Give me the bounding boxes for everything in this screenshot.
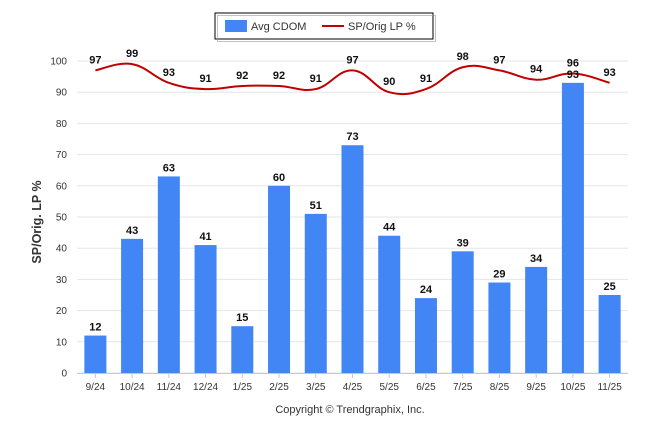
x-tick-label: 8/25: [490, 382, 510, 393]
y-tick-label: 20: [56, 306, 68, 317]
bar: [378, 235, 401, 373]
bar: [231, 326, 254, 373]
bar-value-label: 24: [420, 284, 433, 296]
bar-series: [84, 82, 621, 373]
bar-value-label: 15: [236, 312, 248, 324]
y-tick-label: 100: [50, 57, 67, 68]
legend-swatch-bar: [225, 20, 247, 32]
legend: Avg CDOM SP/Orig LP %: [214, 12, 436, 42]
axes: 0 10 20 30 40 50 60 70 80 90 100 9/24 10/24 11/24 12/2…: [50, 57, 628, 393]
bar: [451, 251, 474, 373]
bar: [414, 298, 437, 373]
y-tick-label: 40: [56, 244, 68, 255]
x-tick-label: 11/25: [597, 382, 622, 393]
line-value-label: 90: [383, 76, 395, 88]
y-tick-label: 0: [61, 369, 67, 380]
bar-value-label: 29: [493, 269, 505, 281]
line-series: [95, 62, 610, 96]
bar-value-label: 12: [89, 322, 101, 334]
line-value-label: 98: [457, 51, 469, 63]
line-value-label: 91: [420, 73, 432, 85]
x-tick-label: 10/24: [120, 382, 145, 393]
bar-value-label: 25: [604, 281, 616, 293]
line-value-label: 93: [604, 67, 616, 79]
legend-label-bar: Avg CDOM: [251, 21, 306, 33]
legend-shadow: [217, 15, 436, 42]
x-tick-label: 1/25: [233, 382, 253, 393]
x-tick-label: 6/25: [416, 382, 436, 393]
x-tick-label: 9/24: [86, 382, 106, 393]
y-tick-label: 50: [56, 213, 68, 224]
bar-value-label: 60: [273, 172, 285, 184]
bar-value-label: 44: [383, 222, 396, 234]
line-value-label: 94: [530, 64, 543, 76]
bar: [157, 176, 180, 373]
line-value-label: 99: [126, 48, 138, 60]
y-tick-label: 80: [56, 119, 68, 130]
x-tick-label: 11/24: [157, 382, 182, 393]
y-tick-label: 10: [56, 337, 68, 348]
data-labels: 12 43 63 41 15 60 51 73 44 24 39 29 34 93 25 97 99 93 91 92…: [89, 48, 616, 333]
line-value-label: 92: [236, 70, 248, 82]
bar: [488, 282, 511, 373]
line-path: [95, 62, 610, 96]
line-value-label: 97: [346, 54, 358, 66]
bar: [268, 185, 291, 373]
line-value-label: 97: [89, 54, 101, 66]
legend-label-line: SP/Orig LP %: [348, 21, 416, 33]
y-axis-label: SP/Orig. LP %: [30, 180, 44, 263]
bar: [304, 213, 327, 373]
y-tick-label: 30: [56, 275, 68, 286]
bar: [598, 295, 621, 373]
bar: [121, 238, 144, 373]
copyright-text: Copyright © Trendgraphix, Inc.: [275, 404, 424, 416]
line-value-label: 91: [310, 73, 322, 85]
line-value-label: 97: [493, 54, 505, 66]
bar: [194, 245, 217, 373]
y-tick-label: 70: [56, 150, 68, 161]
y-tick-label: 90: [56, 88, 68, 99]
x-tick-label: 2/25: [269, 382, 289, 393]
bar-value-label: 34: [530, 253, 543, 265]
bar-value-label: 41: [199, 231, 211, 243]
y-tick-label: 60: [56, 181, 68, 192]
bar-value-label: 93: [567, 69, 579, 81]
x-tick-label: 7/25: [453, 382, 473, 393]
line-value-label: 93: [163, 67, 175, 79]
bar-value-label: 39: [457, 237, 469, 249]
line-value-label: 96: [567, 57, 579, 69]
line-value-label: 91: [199, 73, 211, 85]
x-tick-label: 4/25: [343, 382, 363, 393]
x-tick-label: 10/25: [560, 382, 585, 393]
bar: [341, 145, 364, 373]
bar-value-label: 43: [126, 225, 138, 237]
bar-value-label: 73: [346, 131, 358, 143]
x-tick-label: 9/25: [526, 382, 546, 393]
bar-value-label: 63: [163, 162, 175, 174]
x-tick-label: 12/24: [193, 382, 218, 393]
bar: [84, 335, 107, 373]
x-tick-label: 5/25: [379, 382, 399, 393]
bar-value-label: 51: [310, 200, 322, 212]
x-tick-label: 3/25: [306, 382, 326, 393]
line-value-label: 92: [273, 70, 285, 82]
bar: [561, 82, 584, 373]
bar: [525, 266, 548, 373]
